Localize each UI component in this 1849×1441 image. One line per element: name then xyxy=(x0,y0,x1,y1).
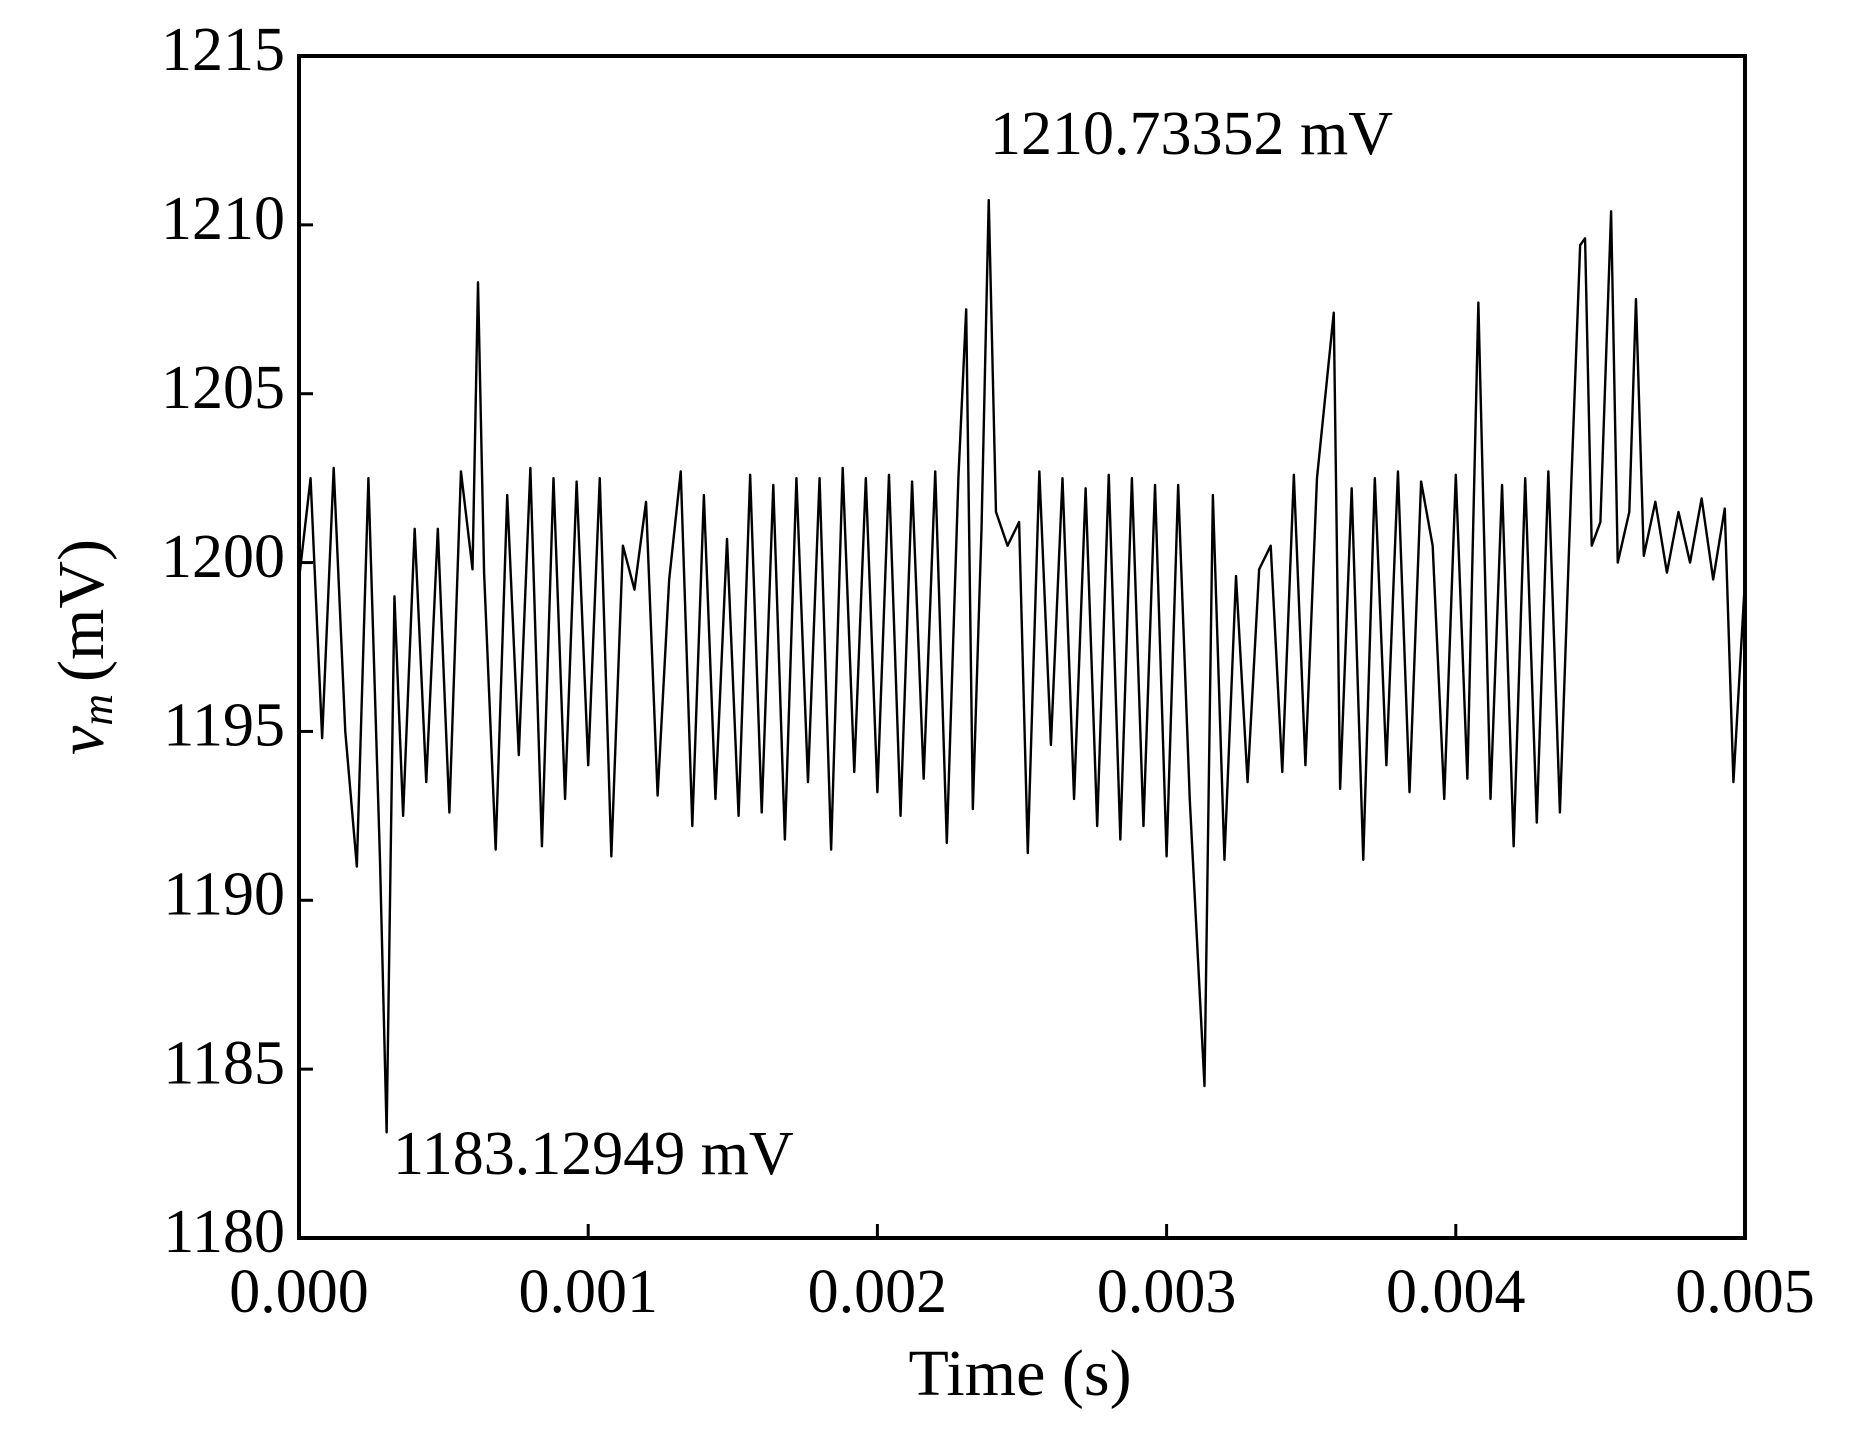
data-line xyxy=(297,198,1747,1134)
x-tick-label: 0.003 xyxy=(1097,1258,1237,1326)
y-tick-label: 1180 xyxy=(163,1198,285,1266)
y-tick-label: 1190 xyxy=(163,861,285,929)
x-tick-label: 0.000 xyxy=(229,1258,369,1326)
y-tick-label: 1215 xyxy=(161,16,285,84)
plot-frame xyxy=(297,54,1747,1240)
x-tick-label: 0.004 xyxy=(1386,1258,1526,1326)
x-tick-label: 0.002 xyxy=(808,1258,948,1326)
y-label-subscript: m xyxy=(73,694,122,726)
y-tick-label: 1195 xyxy=(163,692,285,760)
x-tick-label: 0.005 xyxy=(1675,1258,1815,1326)
annotation: 1210.73352 mV xyxy=(990,100,1393,168)
y-axis-label: vm (mV) xyxy=(45,539,122,755)
y-tick-label: 1185 xyxy=(163,1029,285,1097)
y-tick-label: 1200 xyxy=(161,523,285,591)
y-tick-label: 1210 xyxy=(161,185,285,253)
y-label-symbol: v xyxy=(45,725,118,755)
annotation: 1183.12949 mV xyxy=(393,1120,794,1188)
y-tick-label: 1205 xyxy=(161,354,285,422)
x-axis-label: Time (s) xyxy=(908,1337,1131,1410)
x-tick-label: 0.001 xyxy=(518,1258,658,1326)
y-label-unit: (mV) xyxy=(45,539,118,682)
